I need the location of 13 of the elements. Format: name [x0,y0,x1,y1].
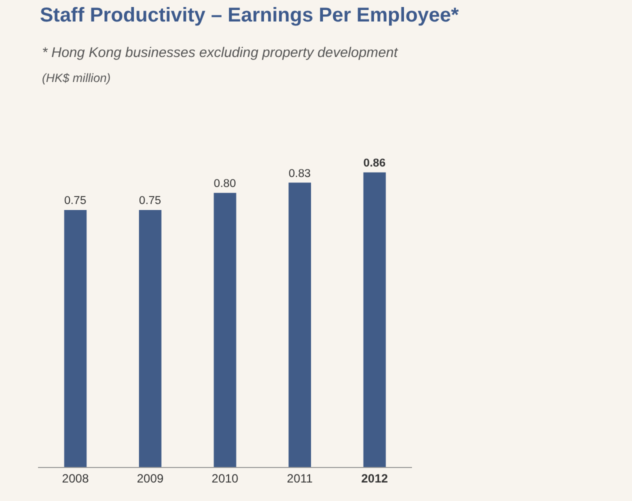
chart-subtitle: * Hong Kong businesses excluding property development [42,44,399,60]
data-label: 0.80 [214,178,236,190]
chart-title: Staff Productivity – Earnings Per Employee* [40,4,460,27]
x-tick-label: 2008 [62,471,90,486]
data-label: 0.86 [363,158,386,170]
data-label: 0.75 [64,195,86,208]
x-tick-label: 2009 [136,471,164,486]
x-tick-label: 2011 [286,471,314,486]
x-tick-label: 2010 [212,471,239,486]
data-label: 0.83 [288,168,311,180]
text: (HK$ million) [42,71,111,85]
x-tick-label: 2012 [361,471,388,486]
data-label: 0.75 [138,195,162,208]
